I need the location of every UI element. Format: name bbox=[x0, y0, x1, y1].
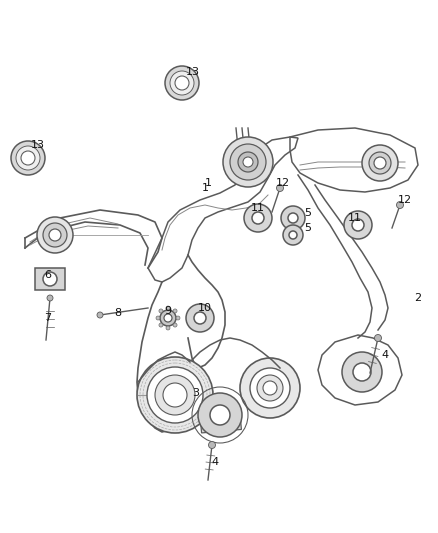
Circle shape bbox=[210, 405, 230, 425]
Circle shape bbox=[147, 367, 203, 423]
Circle shape bbox=[97, 312, 103, 318]
Circle shape bbox=[223, 137, 273, 187]
Circle shape bbox=[43, 223, 67, 247]
Circle shape bbox=[159, 323, 163, 327]
Circle shape bbox=[281, 206, 305, 230]
Text: 11: 11 bbox=[348, 213, 362, 223]
Circle shape bbox=[244, 204, 272, 232]
Circle shape bbox=[352, 219, 364, 231]
Circle shape bbox=[276, 184, 283, 191]
Circle shape bbox=[240, 358, 300, 418]
Circle shape bbox=[166, 306, 170, 310]
Text: 9: 9 bbox=[164, 306, 172, 316]
Circle shape bbox=[342, 352, 382, 392]
Circle shape bbox=[243, 157, 253, 167]
Circle shape bbox=[37, 217, 73, 253]
Circle shape bbox=[176, 316, 180, 320]
Text: 7: 7 bbox=[44, 313, 52, 323]
Text: 12: 12 bbox=[398, 195, 412, 205]
Text: 11: 11 bbox=[251, 203, 265, 213]
Text: 10: 10 bbox=[198, 303, 212, 313]
Circle shape bbox=[49, 229, 61, 241]
Circle shape bbox=[230, 144, 266, 180]
Circle shape bbox=[173, 309, 177, 313]
Circle shape bbox=[198, 393, 242, 437]
Circle shape bbox=[160, 310, 176, 326]
Text: 12: 12 bbox=[276, 178, 290, 188]
Circle shape bbox=[166, 326, 170, 330]
Circle shape bbox=[43, 272, 57, 286]
Circle shape bbox=[257, 375, 283, 401]
Circle shape bbox=[21, 151, 35, 165]
Text: 4: 4 bbox=[381, 350, 389, 360]
Circle shape bbox=[175, 76, 189, 90]
Circle shape bbox=[344, 211, 372, 239]
Circle shape bbox=[164, 314, 172, 322]
Circle shape bbox=[156, 316, 160, 320]
Text: 5: 5 bbox=[304, 208, 311, 218]
Text: 3: 3 bbox=[192, 388, 199, 398]
Text: 13: 13 bbox=[31, 140, 45, 150]
Text: 2: 2 bbox=[414, 293, 421, 303]
Circle shape bbox=[362, 145, 398, 181]
Text: 5: 5 bbox=[304, 223, 311, 233]
Bar bbox=[200, 411, 241, 433]
Circle shape bbox=[194, 312, 206, 324]
Circle shape bbox=[238, 152, 258, 172]
Circle shape bbox=[155, 375, 195, 415]
Circle shape bbox=[353, 363, 371, 381]
Circle shape bbox=[186, 304, 214, 332]
Circle shape bbox=[165, 66, 199, 100]
Circle shape bbox=[250, 368, 290, 408]
Circle shape bbox=[11, 141, 45, 175]
Circle shape bbox=[396, 201, 403, 208]
Text: 13: 13 bbox=[186, 67, 200, 77]
Text: 6: 6 bbox=[45, 270, 52, 280]
Circle shape bbox=[374, 157, 386, 169]
Text: 1: 1 bbox=[205, 178, 212, 188]
Circle shape bbox=[163, 383, 187, 407]
Circle shape bbox=[289, 231, 297, 239]
Circle shape bbox=[170, 71, 194, 95]
Circle shape bbox=[283, 225, 303, 245]
Circle shape bbox=[16, 146, 40, 170]
Bar bbox=[35, 268, 65, 290]
Circle shape bbox=[208, 441, 215, 448]
Circle shape bbox=[137, 357, 213, 433]
Circle shape bbox=[173, 323, 177, 327]
Circle shape bbox=[47, 295, 53, 301]
Text: 8: 8 bbox=[114, 308, 122, 318]
Circle shape bbox=[263, 381, 277, 395]
Circle shape bbox=[288, 213, 298, 223]
Text: 4: 4 bbox=[212, 457, 219, 467]
Circle shape bbox=[252, 212, 264, 224]
Circle shape bbox=[369, 152, 391, 174]
Circle shape bbox=[374, 335, 381, 342]
Text: 1: 1 bbox=[201, 183, 208, 193]
Circle shape bbox=[159, 309, 163, 313]
